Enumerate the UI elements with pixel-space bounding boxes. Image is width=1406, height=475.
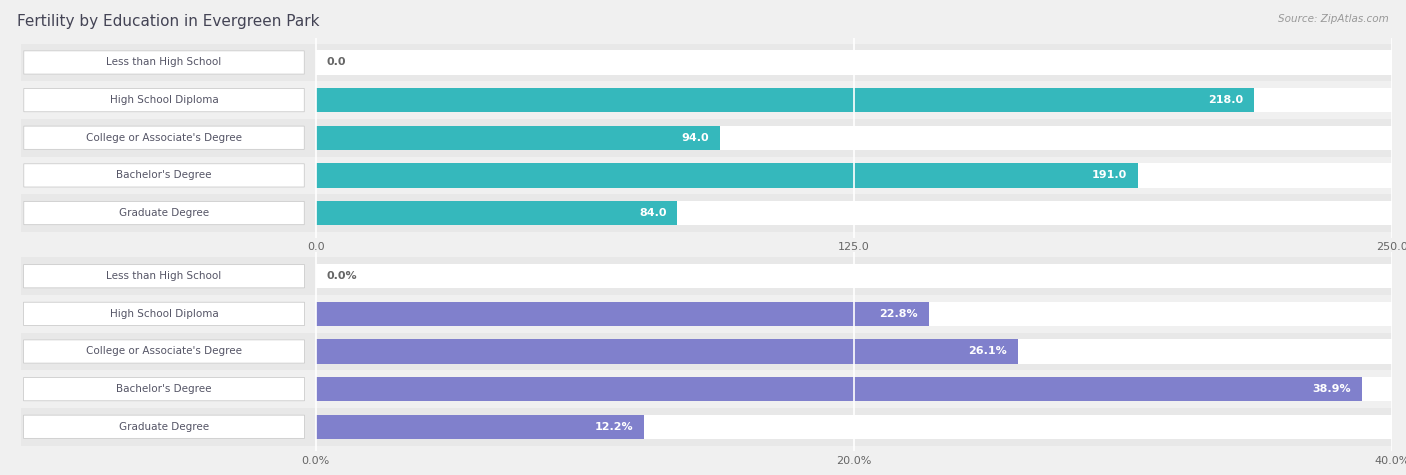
Text: 26.1%: 26.1% [969, 346, 1007, 357]
FancyBboxPatch shape [24, 265, 305, 288]
FancyBboxPatch shape [24, 378, 305, 401]
Bar [316, 264, 1392, 288]
Text: Source: ZipAtlas.com: Source: ZipAtlas.com [1278, 14, 1389, 24]
Text: Less than High School: Less than High School [107, 271, 222, 281]
Bar [316, 125, 720, 150]
Text: 191.0: 191.0 [1092, 171, 1128, 180]
Text: 22.8%: 22.8% [880, 309, 918, 319]
Bar [316, 201, 1392, 225]
Text: 84.0: 84.0 [638, 208, 666, 218]
Bar [316, 377, 1362, 401]
Bar [316, 201, 678, 225]
Bar [316, 163, 1137, 188]
Bar [316, 163, 1392, 188]
Bar [21, 157, 1392, 194]
Bar [21, 408, 1392, 446]
FancyBboxPatch shape [24, 415, 305, 438]
Text: High School Diploma: High School Diploma [110, 95, 218, 105]
Bar [21, 119, 1392, 157]
Text: 0.0%: 0.0% [326, 271, 357, 281]
FancyBboxPatch shape [24, 126, 304, 149]
Bar [316, 125, 1392, 150]
Text: College or Associate's Degree: College or Associate's Degree [86, 346, 242, 357]
Text: 12.2%: 12.2% [595, 422, 633, 432]
Text: 218.0: 218.0 [1208, 95, 1243, 105]
Text: Fertility by Education in Evergreen Park: Fertility by Education in Evergreen Park [17, 14, 319, 29]
Bar [21, 194, 1392, 232]
Text: Graduate Degree: Graduate Degree [120, 208, 209, 218]
Bar [21, 332, 1392, 371]
Bar [21, 81, 1392, 119]
FancyBboxPatch shape [24, 88, 304, 112]
Bar [316, 339, 1018, 364]
Bar [21, 370, 1392, 408]
Text: Less than High School: Less than High School [107, 57, 222, 67]
FancyBboxPatch shape [24, 201, 304, 225]
Bar [316, 415, 644, 439]
Bar [316, 302, 1392, 326]
FancyBboxPatch shape [24, 340, 305, 363]
Text: 0.0: 0.0 [326, 57, 346, 67]
Text: Bachelor's Degree: Bachelor's Degree [117, 384, 212, 394]
Bar [21, 257, 1392, 295]
FancyBboxPatch shape [24, 164, 304, 187]
Bar [316, 88, 1392, 113]
Text: 38.9%: 38.9% [1313, 384, 1351, 394]
Text: Bachelor's Degree: Bachelor's Degree [117, 171, 212, 180]
Bar [316, 88, 1254, 113]
Bar [316, 415, 1392, 439]
Text: 94.0: 94.0 [682, 133, 710, 143]
Bar [316, 302, 929, 326]
Bar [21, 295, 1392, 332]
Bar [316, 339, 1392, 364]
FancyBboxPatch shape [24, 302, 305, 325]
Text: College or Associate's Degree: College or Associate's Degree [86, 133, 242, 143]
Text: Graduate Degree: Graduate Degree [120, 422, 209, 432]
Bar [316, 377, 1392, 401]
FancyBboxPatch shape [24, 51, 304, 74]
Bar [316, 50, 1392, 75]
Bar [21, 44, 1392, 81]
Text: High School Diploma: High School Diploma [110, 309, 218, 319]
